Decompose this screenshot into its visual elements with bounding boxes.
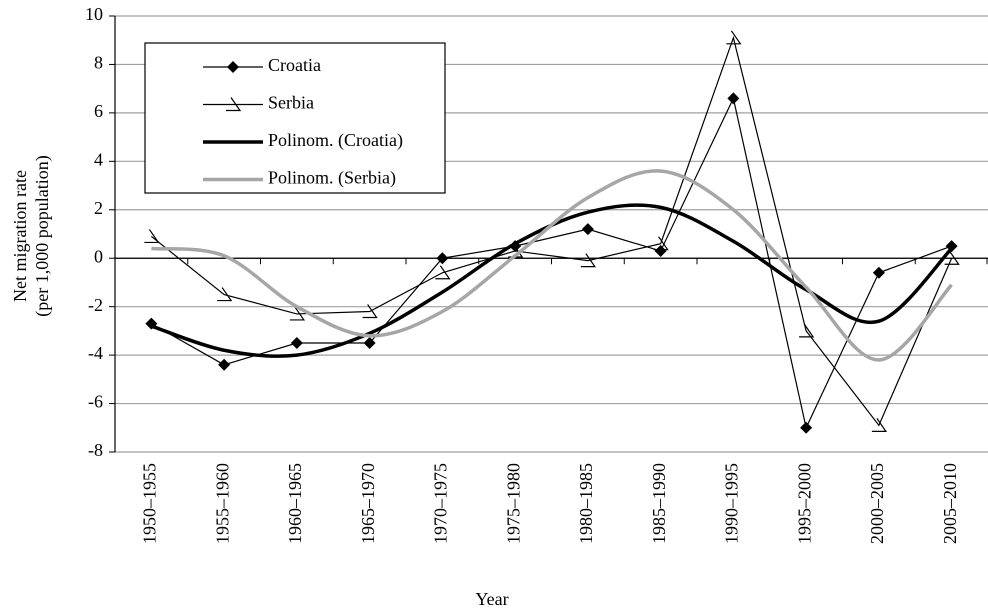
trend-line bbox=[151, 169, 953, 362]
y-tick-label: 10 bbox=[85, 4, 103, 24]
x-tick-label: 1995–2000 bbox=[794, 463, 814, 544]
marker bbox=[653, 236, 669, 251]
x-tick-label: 1960–1965 bbox=[285, 463, 305, 544]
marker bbox=[227, 61, 239, 73]
marker bbox=[289, 306, 306, 321]
marker bbox=[363, 337, 376, 349]
marker bbox=[871, 418, 888, 432]
marker bbox=[727, 92, 740, 105]
y-tick-label: 4 bbox=[94, 149, 103, 169]
x-tick-label: 1970–1975 bbox=[431, 463, 451, 544]
marker bbox=[872, 266, 885, 279]
marker bbox=[944, 250, 960, 265]
y-tick-label: 6 bbox=[94, 101, 103, 121]
marker bbox=[226, 97, 242, 112]
marker bbox=[799, 323, 815, 338]
trend-line bbox=[150, 203, 953, 358]
marker bbox=[800, 421, 813, 434]
y-tick-label: 8 bbox=[94, 53, 103, 73]
x-tick-label: 2000–2005 bbox=[867, 463, 887, 544]
marker bbox=[436, 252, 449, 265]
marker bbox=[290, 337, 303, 349]
series-line bbox=[151, 96, 952, 430]
legend-label: Croatia bbox=[268, 55, 321, 75]
legend-label: Polinom. (Serbia) bbox=[268, 168, 396, 189]
legend-label: Serbia bbox=[268, 93, 314, 113]
marker bbox=[435, 265, 451, 280]
x-tick-label: 1965–1970 bbox=[358, 463, 378, 544]
marker bbox=[581, 223, 594, 236]
x-tick-label: 1985–1990 bbox=[649, 463, 669, 544]
marker bbox=[654, 244, 667, 257]
x-tick-label: 1975–1980 bbox=[503, 463, 523, 544]
y-axis-title: Net migration rate bbox=[10, 170, 30, 302]
x-axis-title: Year bbox=[475, 589, 508, 609]
y-axis-title: (per 1,000 population) bbox=[32, 155, 53, 316]
x-tick-label: 1980–1985 bbox=[576, 463, 596, 544]
y-tick-label: 0 bbox=[94, 246, 103, 266]
x-tick-label: 1955–1960 bbox=[212, 463, 232, 544]
marker bbox=[144, 229, 160, 244]
marker bbox=[218, 358, 231, 371]
marker bbox=[362, 304, 378, 319]
x-tick-label: 2005–2010 bbox=[940, 463, 960, 544]
legend-label: Polinom. (Croatia) bbox=[268, 130, 403, 151]
marker bbox=[580, 253, 597, 268]
legend-box bbox=[144, 42, 446, 194]
marker bbox=[945, 240, 958, 253]
series-line bbox=[151, 35, 953, 427]
x-tick-label: 1990–1995 bbox=[722, 463, 742, 544]
marker bbox=[726, 30, 742, 45]
y-tick-label: -6 bbox=[88, 392, 103, 412]
legend: Croatia Serbia Polinom. (Croatia) Polinom. … bbox=[144, 42, 446, 194]
y-tick-label: 2 bbox=[94, 198, 103, 218]
y-tick-label: -2 bbox=[88, 295, 103, 315]
y-tick-label: -4 bbox=[88, 343, 103, 363]
y-tick-label: -8 bbox=[88, 440, 103, 460]
x-tick-label: 1950–1955 bbox=[140, 463, 160, 544]
marker bbox=[217, 287, 233, 302]
